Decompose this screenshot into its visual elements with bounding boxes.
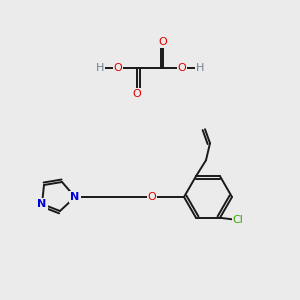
Text: H: H xyxy=(96,63,104,73)
Text: O: O xyxy=(133,89,141,99)
Text: N: N xyxy=(38,199,46,209)
Text: H: H xyxy=(196,63,204,73)
Text: N: N xyxy=(70,192,80,202)
Text: O: O xyxy=(159,37,167,47)
Text: Cl: Cl xyxy=(232,215,243,225)
Text: O: O xyxy=(178,63,186,73)
Text: O: O xyxy=(148,192,156,202)
Text: O: O xyxy=(114,63,122,73)
